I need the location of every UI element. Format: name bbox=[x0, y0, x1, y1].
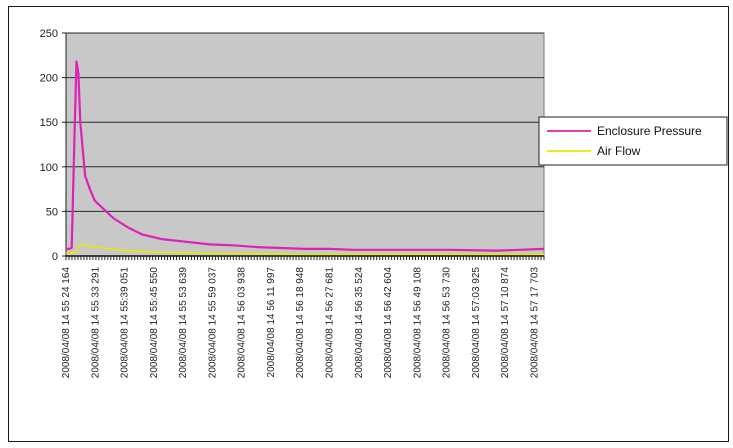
y-tick-label: 250 bbox=[40, 28, 58, 40]
x-tick-label: 2008/04/08 14 56 53 730 bbox=[442, 267, 453, 379]
gridlines bbox=[66, 32, 544, 212]
x-tick-label: 2008/04/08 14 55:39 051 bbox=[120, 267, 131, 379]
y-tick-label: 150 bbox=[40, 117, 58, 129]
series-line-0 bbox=[66, 60, 545, 252]
x-tick-label: 2008/04/08 14 56 11 997 bbox=[266, 267, 277, 378]
x-tick-label: 2008/04/08 14 55 33 291 bbox=[90, 267, 101, 379]
x-tick-label: 2008/04/08 14 55 59 037 bbox=[207, 267, 218, 379]
legend-box bbox=[538, 116, 728, 166]
x-tick-label: 2008/04/08 14 57 10 874 bbox=[500, 267, 511, 379]
series-lines bbox=[65, 60, 545, 255]
x-tick-label: 2008/04/08 14 55 24 164 bbox=[61, 267, 72, 379]
x-tick-label: 2008/04/08 14 57:03 925 bbox=[471, 267, 482, 379]
plot-area bbox=[65, 32, 545, 257]
series-line-1 bbox=[65, 243, 544, 255]
x-tick-label: 2008/04/08 14 55 53 639 bbox=[178, 267, 189, 379]
x-tick-label: 2008/04/08 14 56 27 681 bbox=[324, 267, 335, 379]
y-tick-label: 0 bbox=[52, 251, 58, 263]
x-tick-label: 2008/04/08 14 56 18 948 bbox=[295, 267, 306, 379]
y-tick-label: 100 bbox=[40, 162, 58, 174]
x-tick-label: 2008/04/08 14 56 42 604 bbox=[383, 267, 394, 379]
x-tick-label: 2008/04/08 14 57 17 703 bbox=[529, 267, 540, 379]
x-axis: 2008/04/08 14 55 24 164 2008/04/08 14 55 … bbox=[61, 255, 545, 379]
y-tick-label: 50 bbox=[46, 206, 58, 218]
y-tick-label: 200 bbox=[40, 73, 58, 85]
chart-frame: 0 50 100 150 200 250 2008/04/08 14 55 24 164 2… bbox=[8, 6, 729, 442]
x-tick-label: 2008/04/08 14 56 35 524 bbox=[354, 267, 365, 379]
x-tick-label: 2008/04/08 14 55:45 550 bbox=[149, 267, 160, 379]
y-axis: 0 50 100 150 200 250 bbox=[40, 28, 67, 263]
legend: Enclosure Pressure Air Flow bbox=[538, 116, 728, 166]
legend-label-0: Enclosure Pressure bbox=[597, 124, 702, 138]
x-tick-label: 2008/04/08 14 56 03 938 bbox=[237, 267, 248, 379]
legend-label-1: Air Flow bbox=[597, 144, 641, 158]
x-tick-label: 2008/04/08 14 56 49 108 bbox=[412, 267, 423, 379]
